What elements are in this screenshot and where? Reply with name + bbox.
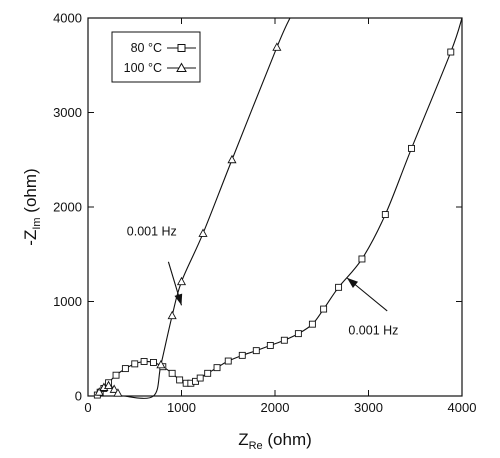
data-point-triangle bbox=[113, 388, 123, 397]
x-tick-label: 2000 bbox=[261, 400, 290, 415]
data-point-square bbox=[131, 360, 139, 368]
data-point-triangle bbox=[198, 228, 208, 237]
axis-ticks: 0 1000 2000 3000 4000 0 1000 2000 3000 4000 bbox=[53, 11, 476, 416]
legend-box bbox=[111, 31, 201, 83]
data-point-triangle bbox=[109, 384, 119, 393]
data-point-square bbox=[335, 283, 343, 291]
data-point-square bbox=[308, 320, 316, 328]
legend-label-100c: 100 °C bbox=[124, 61, 162, 75]
data-point-square bbox=[252, 347, 260, 355]
data-point-square bbox=[358, 255, 366, 263]
data-point-square bbox=[381, 211, 389, 219]
y-tick-label: 2000 bbox=[53, 200, 82, 215]
x-tick-label: 0 bbox=[84, 400, 91, 415]
data-point-square bbox=[204, 369, 212, 377]
data-point-triangle bbox=[104, 380, 114, 390]
data-point-triangle bbox=[94, 387, 104, 396]
data-point-square bbox=[266, 341, 274, 349]
y-tick-label: 4000 bbox=[53, 11, 82, 26]
data-point-triangle bbox=[272, 42, 282, 51]
legend-marker-square bbox=[177, 44, 186, 52]
data-point-square bbox=[408, 144, 415, 152]
data-point-square bbox=[121, 365, 129, 373]
data-point-triangle bbox=[156, 359, 166, 369]
x-tick-label: 1000 bbox=[167, 400, 196, 415]
data-point-square bbox=[294, 330, 302, 338]
series-markers bbox=[93, 42, 455, 399]
y-tick-label: 0 bbox=[75, 389, 82, 404]
data-point-square bbox=[140, 358, 148, 365]
legend: 80 °C 100 °C bbox=[111, 31, 201, 83]
legend-marker-triangle bbox=[176, 62, 187, 72]
data-point-square bbox=[280, 336, 288, 344]
annotation-label: 0.001 Hz bbox=[127, 224, 177, 238]
data-point-triangle bbox=[227, 154, 237, 164]
data-point-square bbox=[196, 374, 204, 382]
legend-label-80c: 80 °C bbox=[131, 41, 162, 55]
data-point-square bbox=[238, 351, 246, 359]
data-point-square bbox=[176, 376, 184, 384]
annotation-arrowhead bbox=[174, 293, 183, 306]
data-point-square bbox=[168, 369, 176, 377]
data-point-square bbox=[149, 359, 157, 366]
data-point-square bbox=[447, 48, 455, 56]
y-tick-label: 1000 bbox=[53, 294, 82, 309]
data-point-triangle bbox=[176, 276, 187, 286]
data-point-triangle bbox=[167, 310, 177, 320]
data-point-square bbox=[112, 371, 120, 379]
annotations: 0.001 Hz 0.001 Hz bbox=[127, 224, 399, 337]
y-axis-title: -ZIm (ohm) bbox=[21, 168, 43, 245]
annotation-label: 0.001 Hz bbox=[348, 324, 398, 338]
x-axis-title: ZRe (ohm) bbox=[238, 430, 312, 452]
data-point-square bbox=[213, 364, 221, 372]
x-tick-label: 4000 bbox=[448, 400, 477, 415]
data-point-square bbox=[224, 357, 232, 365]
x-tick-label: 3000 bbox=[354, 400, 383, 415]
data-point-square bbox=[320, 305, 328, 313]
y-tick-label: 3000 bbox=[53, 105, 82, 120]
annotation-arrowhead bbox=[346, 277, 359, 288]
